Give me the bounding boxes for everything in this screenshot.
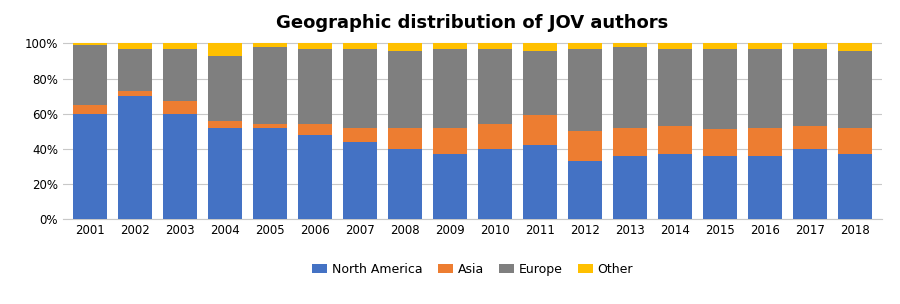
Bar — [208, 121, 242, 128]
Bar — [388, 43, 422, 50]
Bar — [208, 128, 242, 219]
Bar — [613, 156, 647, 219]
Bar — [208, 56, 242, 121]
Bar — [793, 49, 827, 126]
Bar — [838, 50, 872, 128]
Bar — [478, 49, 512, 124]
Bar — [478, 43, 512, 49]
Bar — [703, 43, 737, 49]
Bar — [478, 124, 512, 149]
Bar — [568, 161, 602, 219]
Bar — [523, 50, 557, 116]
Bar — [298, 49, 332, 124]
Legend: North America, Asia, Europe, Other: North America, Asia, Europe, Other — [307, 258, 638, 281]
Bar — [523, 145, 557, 219]
Bar — [73, 45, 107, 105]
Bar — [163, 43, 197, 49]
Bar — [523, 116, 557, 145]
Bar — [433, 43, 467, 49]
Bar — [703, 156, 737, 219]
Bar — [118, 43, 152, 49]
Bar — [163, 101, 197, 114]
Bar — [838, 43, 872, 50]
Bar — [793, 43, 827, 49]
Bar — [613, 43, 647, 47]
Bar — [703, 49, 737, 130]
Bar — [343, 49, 377, 128]
Bar — [343, 142, 377, 219]
Bar — [748, 49, 782, 128]
Bar — [208, 43, 242, 56]
Bar — [343, 43, 377, 49]
Title: Geographic distribution of JOV authors: Geographic distribution of JOV authors — [276, 14, 669, 32]
Bar — [613, 128, 647, 156]
Bar — [478, 149, 512, 219]
Bar — [163, 114, 197, 219]
Bar — [748, 128, 782, 156]
Bar — [73, 43, 107, 45]
Bar — [523, 43, 557, 50]
Bar — [253, 128, 287, 219]
Bar — [253, 124, 287, 128]
Bar — [388, 149, 422, 219]
Bar — [748, 43, 782, 49]
Bar — [118, 49, 152, 91]
Bar — [433, 49, 467, 128]
Bar — [253, 47, 287, 124]
Bar — [838, 128, 872, 154]
Bar — [658, 49, 692, 126]
Bar — [793, 149, 827, 219]
Bar — [433, 128, 467, 154]
Bar — [658, 154, 692, 219]
Bar — [73, 105, 107, 114]
Bar — [388, 128, 422, 149]
Bar — [298, 43, 332, 49]
Bar — [793, 126, 827, 149]
Bar — [343, 128, 377, 142]
Bar — [568, 49, 602, 131]
Bar — [118, 96, 152, 219]
Bar — [568, 131, 602, 161]
Bar — [433, 154, 467, 219]
Bar — [163, 49, 197, 101]
Bar — [658, 126, 692, 154]
Bar — [118, 91, 152, 96]
Bar — [73, 114, 107, 219]
Bar — [298, 124, 332, 135]
Bar — [613, 47, 647, 128]
Bar — [703, 130, 737, 156]
Bar — [748, 156, 782, 219]
Bar — [298, 135, 332, 219]
Bar — [658, 43, 692, 49]
Bar — [388, 50, 422, 128]
Bar — [838, 154, 872, 219]
Bar — [568, 43, 602, 49]
Bar — [253, 43, 287, 47]
